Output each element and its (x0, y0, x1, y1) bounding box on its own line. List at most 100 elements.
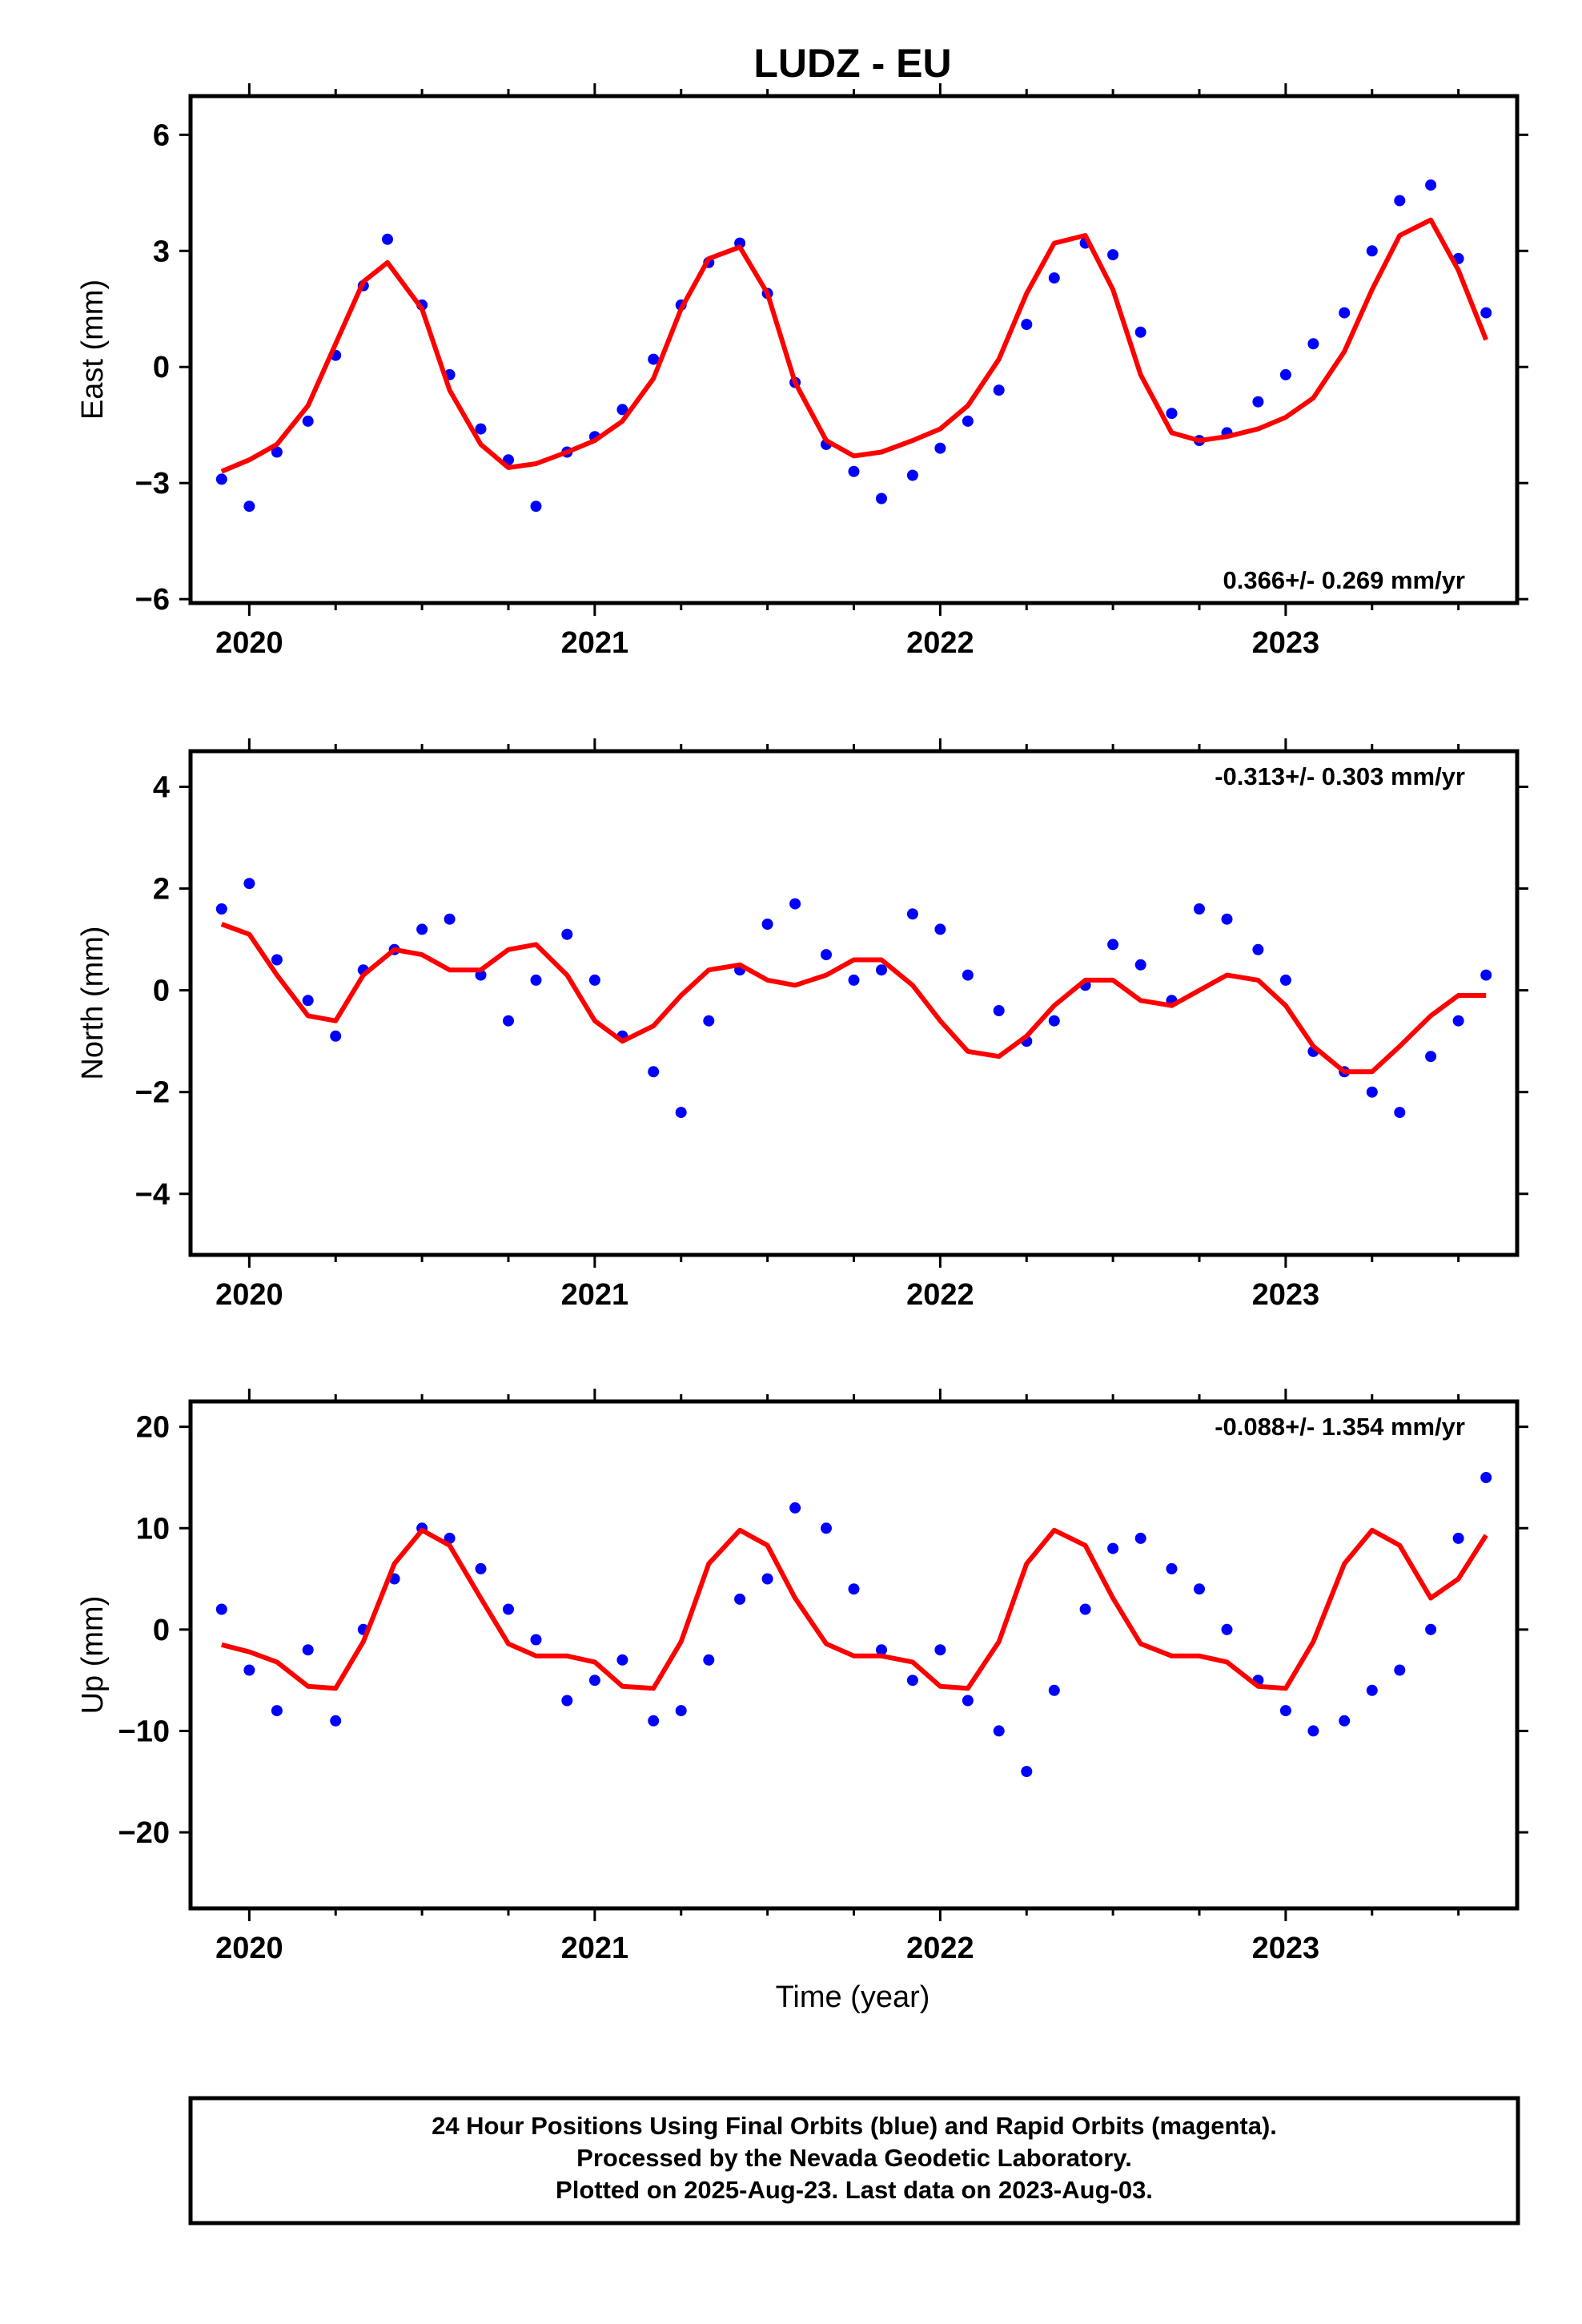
east-data-point (1166, 408, 1178, 420)
east-data-point (1307, 338, 1319, 350)
up-data-point (1107, 1542, 1119, 1554)
up-data-point (1394, 1664, 1406, 1676)
up-data-point (475, 1562, 487, 1574)
up-y-axis-label: Up (mm) (76, 1596, 110, 1715)
north-data-point (1480, 969, 1492, 981)
north-ytick-label: −2 (135, 1076, 170, 1110)
north-data-point (1452, 1015, 1464, 1027)
east-data-point (1480, 307, 1492, 319)
north-data-point (330, 1030, 342, 1042)
up-data-point (271, 1705, 283, 1717)
north-data-point (1252, 943, 1264, 955)
north-data-point (530, 974, 542, 986)
north-xtick-label: 2022 (906, 1278, 974, 1312)
up-data-point (789, 1502, 801, 1514)
east-data-point (616, 404, 628, 416)
north-ytick-label: 0 (153, 975, 170, 1008)
east-data-point (876, 493, 887, 505)
up-data-point (1339, 1715, 1351, 1727)
north-data-point (1279, 974, 1291, 986)
north-data-point (215, 903, 227, 915)
north-panel: −4 −2 0 2 4 2020 2021 2022 2023 North (mm) -0.313+… (76, 738, 1528, 1312)
up-rate-label: -0.088+/- 1.354 mm/yr (1215, 1413, 1465, 1441)
north-points (215, 878, 1492, 1119)
north-xtick-label: 2021 (561, 1278, 629, 1312)
east-data-point (1279, 368, 1291, 380)
north-frame (188, 749, 1520, 1257)
north-data-point (416, 923, 428, 935)
east-data-point (1394, 195, 1406, 207)
east-data-point (1252, 396, 1264, 408)
north-data-point (1048, 1015, 1060, 1027)
east-xtick-label: 2023 (1252, 626, 1320, 660)
north-data-point (906, 908, 918, 920)
east-data-point (1021, 319, 1033, 331)
up-data-point (530, 1634, 542, 1646)
up-data-point (215, 1603, 227, 1615)
east-ytick-label: −6 (135, 583, 170, 617)
east-data-point (1134, 326, 1146, 338)
x-axis-label: Time (year) (776, 1980, 930, 2014)
up-data-point (1134, 1532, 1146, 1544)
east-ytick-label: −3 (135, 467, 170, 501)
east-points (215, 179, 1492, 513)
north-data-point (302, 995, 314, 1007)
east-data-point (906, 469, 918, 481)
up-ytick-label: −20 (118, 1816, 170, 1850)
up-data-point (1048, 1684, 1060, 1696)
up-data-point (330, 1715, 342, 1727)
up-ytick-label: 0 (153, 1614, 170, 1647)
up-data-point (848, 1583, 860, 1595)
north-data-point (1221, 913, 1233, 925)
east-data-point (215, 473, 227, 485)
up-xtick-label: 2020 (215, 1932, 283, 1965)
up-data-point (444, 1532, 456, 1544)
north-fit-line (220, 922, 1487, 1075)
up-data-point (1194, 1583, 1205, 1595)
north-data-point (444, 913, 456, 925)
north-y-axis-label: North (mm) (76, 926, 110, 1080)
north-xtick-label: 2020 (215, 1278, 283, 1312)
up-data-point (934, 1644, 946, 1656)
north-data-point (1107, 939, 1119, 951)
east-xtick-label: 2021 (561, 626, 629, 660)
north-data-point (1425, 1051, 1437, 1063)
north-data-point (648, 1066, 660, 1078)
up-points (215, 1472, 1492, 1778)
up-data-point (1079, 1603, 1091, 1615)
up-data-point (243, 1664, 255, 1676)
east-data-point (382, 233, 393, 245)
east-fit-line (220, 217, 1488, 474)
north-ytick-label: −4 (135, 1178, 170, 1212)
north-rate-label: -0.313+/- 0.303 mm/yr (1215, 762, 1465, 790)
up-data-point (675, 1705, 687, 1717)
east-data-point (962, 415, 974, 427)
up-data-point (703, 1654, 715, 1666)
north-data-point (848, 974, 860, 986)
north-data-point (761, 919, 773, 930)
north-data-point (1394, 1107, 1406, 1119)
up-data-point (1307, 1725, 1319, 1737)
footer-line-1: 24 Hour Positions Using Final Orbits (bl… (432, 2112, 1277, 2140)
north-data-point (934, 923, 946, 935)
up-data-point (1366, 1684, 1378, 1696)
north-data-point (1134, 959, 1146, 971)
east-data-point (993, 384, 1005, 396)
east-data-point (243, 501, 255, 513)
east-data-point (1339, 307, 1351, 319)
east-data-point (648, 353, 660, 365)
east-ytick-label: 6 (153, 119, 170, 152)
up-data-point (1021, 1766, 1033, 1778)
up-data-point (962, 1695, 974, 1707)
north-data-point (561, 928, 573, 940)
north-data-point (588, 974, 600, 986)
north-data-point (1366, 1086, 1378, 1098)
up-ytick-label: −10 (118, 1715, 170, 1748)
east-data-point (1048, 272, 1060, 284)
up-data-point (503, 1603, 514, 1615)
east-data-point (1366, 245, 1378, 257)
east-rate-label: 0.366+/- 0.269 mm/yr (1223, 566, 1465, 594)
